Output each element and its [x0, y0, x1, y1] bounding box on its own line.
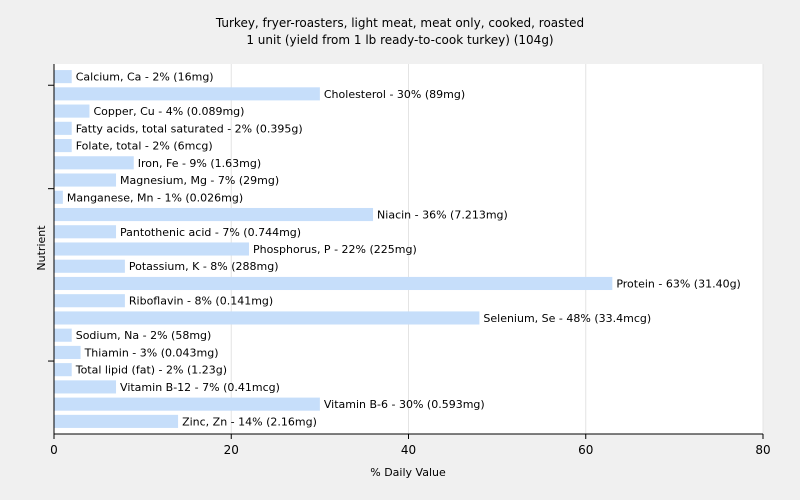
bar-label: Niacin - 36% (7.213mg)	[377, 209, 508, 222]
bar-label: Iron, Fe - 9% (1.63mg)	[138, 157, 261, 170]
bar	[54, 328, 72, 342]
bar-label: Potassium, K - 8% (288mg)	[129, 260, 279, 273]
bar-series	[54, 70, 613, 428]
x-axis-title: % Daily Value	[370, 466, 446, 479]
x-tick-label: 0	[50, 443, 58, 457]
bar	[54, 225, 117, 239]
bar-label: Calcium, Ca - 2% (16mg)	[76, 71, 214, 84]
bar	[54, 87, 320, 101]
y-axis-title: Nutrient	[35, 225, 48, 271]
bar	[54, 276, 613, 291]
bar	[54, 259, 125, 273]
axes	[48, 64, 764, 439]
bar-label: Fatty acids, total saturated - 2% (0.395…	[76, 122, 303, 135]
bar-label: Vitamin B-6 - 30% (0.593mg)	[324, 398, 485, 411]
bar	[54, 294, 125, 308]
bar	[54, 242, 249, 256]
bar-label: Cholesterol - 30% (89mg)	[324, 88, 465, 101]
bar-label: Thiamin - 3% (0.043mg)	[84, 346, 219, 359]
bar-label: Selenium, Se - 48% (33.4mcg)	[483, 312, 651, 325]
bar-label: Sodium, Na - 2% (58mg)	[76, 329, 212, 342]
x-tick-label: 60	[578, 443, 593, 457]
bar-label: Copper, Cu - 4% (0.089mg)	[93, 105, 244, 118]
x-tick-label: 40	[401, 443, 416, 457]
bar	[54, 156, 134, 170]
bar	[54, 363, 72, 377]
bar-label: Zinc, Zn - 14% (2.16mg)	[182, 415, 317, 428]
bar-label: Total lipid (fat) - 2% (1.23g)	[75, 364, 227, 377]
bar	[54, 121, 72, 135]
bar-label: Manganese, Mn - 1% (0.026mg)	[67, 191, 243, 204]
bar-label: Magnesium, Mg - 7% (29mg)	[120, 174, 279, 187]
bar	[54, 173, 117, 187]
bar	[54, 139, 72, 153]
bar-label: Phosphorus, P - 22% (225mg)	[253, 243, 417, 256]
bar-label: Protein - 63% (31.40g)	[616, 277, 741, 290]
bar	[54, 380, 117, 394]
bar	[54, 311, 480, 325]
bar-label: Riboflavin - 8% (0.141mg)	[129, 295, 273, 308]
bar	[54, 70, 72, 84]
bar-label: Vitamin B-12 - 7% (0.41mcg)	[120, 381, 280, 394]
chart-subtitle: 1 unit (yield from 1 lb ready-to-cook tu…	[246, 33, 553, 47]
bar-label: Folate, total - 2% (6mcg)	[76, 140, 213, 153]
bar	[54, 207, 374, 222]
x-tick-label: 20	[224, 443, 239, 457]
bar	[54, 397, 320, 411]
bar	[54, 190, 63, 204]
bar	[54, 104, 90, 118]
bar	[54, 414, 179, 428]
x-tick-labels: 0 20 40 60 80	[50, 443, 770, 457]
x-tick-label: 80	[755, 443, 770, 457]
bar	[54, 345, 81, 359]
bar-labels: Calcium, Ca - 2% (16mg) Cholesterol - 30%…	[67, 71, 741, 429]
chart-title: Turkey, fryer-roasters, light meat, meat…	[215, 16, 584, 30]
bar-label: Pantothenic acid - 7% (0.744mg)	[120, 226, 301, 239]
